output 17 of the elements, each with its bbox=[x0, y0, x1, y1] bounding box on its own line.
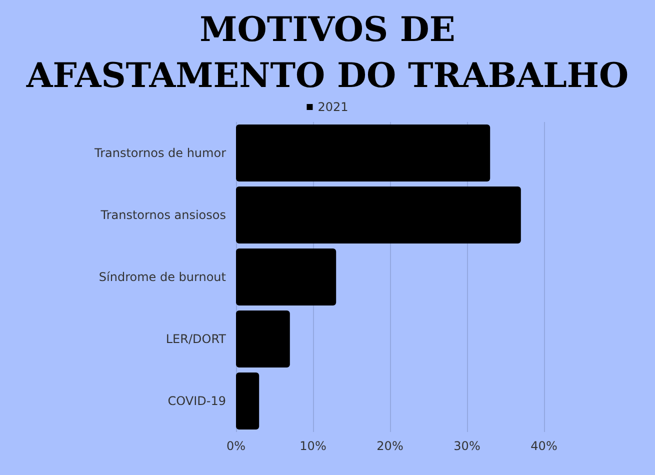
y-tick-label: COVID-19 bbox=[168, 394, 226, 408]
x-tick-label: 20% bbox=[376, 439, 404, 453]
x-tick-label: 10% bbox=[300, 439, 326, 453]
x-tick-label: 30% bbox=[454, 439, 480, 453]
y-tick-label: Síndrome de burnout bbox=[98, 270, 226, 284]
bar bbox=[236, 248, 336, 306]
bar bbox=[236, 186, 521, 244]
y-tick-label: Transtornos de humor bbox=[94, 146, 226, 160]
bar bbox=[236, 310, 290, 368]
x-tick-label: 40% bbox=[530, 439, 558, 453]
chart-title: MOTIVOS DE AFASTAMENTO DO TRABALHO bbox=[25, 10, 629, 96]
x-tick-label: 0% bbox=[226, 439, 246, 453]
bar bbox=[236, 124, 490, 182]
legend-label: 2021 bbox=[318, 100, 348, 114]
bar bbox=[236, 372, 260, 430]
y-tick-label: Transtornos ansiosos bbox=[100, 208, 226, 222]
y-tick-label: LER/DORT bbox=[166, 332, 227, 346]
